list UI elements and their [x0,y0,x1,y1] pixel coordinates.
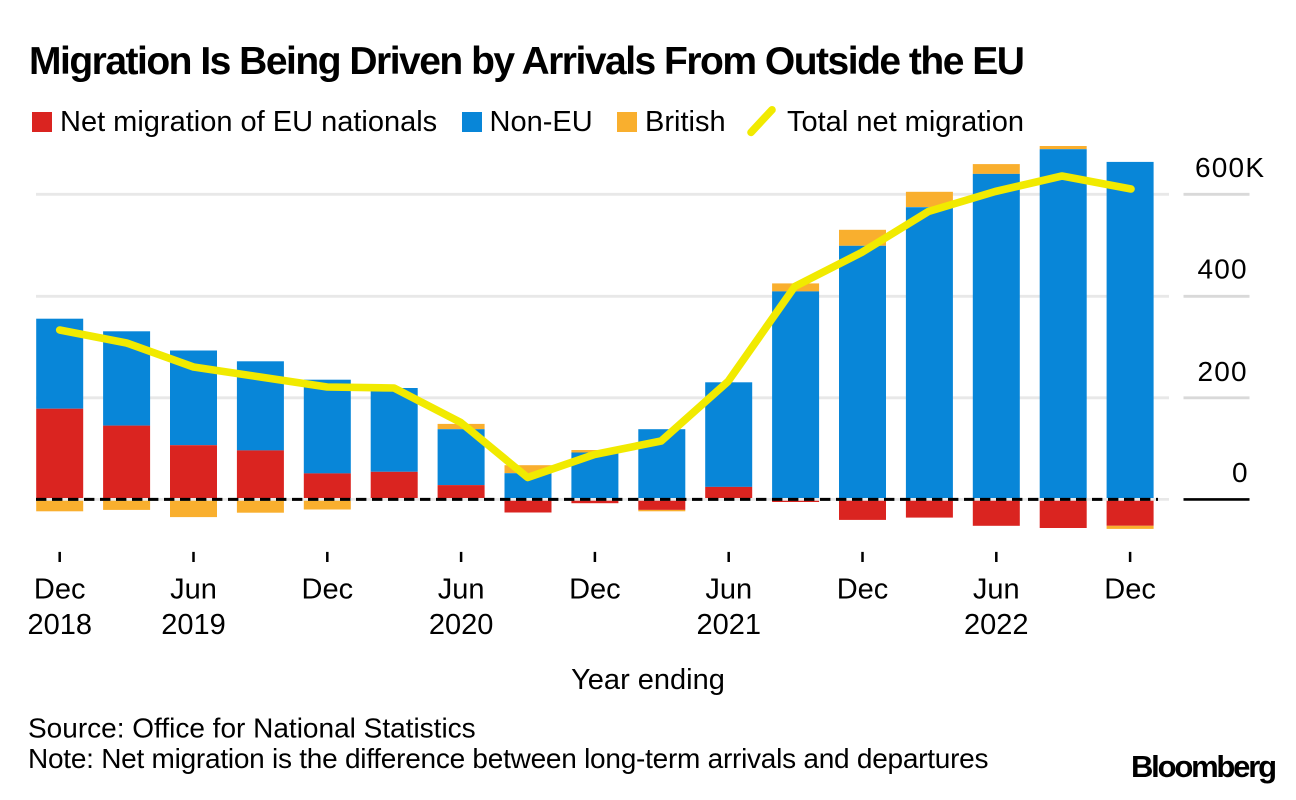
svg-text:Note: Net migration is the dif: Note: Net migration is the difference be… [28,743,988,774]
svg-text:2021: 2021 [696,609,761,641]
svg-text:Dec: Dec [1104,574,1156,606]
svg-text:Dec: Dec [302,574,354,606]
svg-text:400: 400 [1198,254,1248,285]
svg-text:Jun: Jun [170,574,217,606]
svg-text:600K: 600K [1195,152,1265,183]
svg-text:Source: Office for National St: Source: Office for National Statistics [28,713,476,744]
svg-text:Bloomberg: Bloomberg [1131,749,1275,784]
svg-text:2018: 2018 [27,609,92,641]
svg-text:2019: 2019 [161,609,226,641]
svg-text:2022: 2022 [964,609,1029,641]
svg-text:Total net migration: Total net migration [787,106,1024,138]
svg-text:2020: 2020 [429,609,494,641]
svg-text:Dec: Dec [34,574,86,606]
svg-text:0: 0 [1232,457,1249,488]
svg-text:Year ending: Year ending [571,664,725,696]
svg-text:Jun: Jun [973,574,1020,606]
svg-text:200: 200 [1198,356,1248,387]
svg-text:British: British [645,106,726,138]
svg-text:Net migration of EU nationals: Net migration of EU nationals [60,106,437,138]
svg-text:Dec: Dec [837,574,889,606]
svg-text:Dec: Dec [569,574,621,606]
svg-text:Jun: Jun [438,574,485,606]
svg-text:Migration Is Being Driven by A: Migration Is Being Driven by Arrivals Fr… [29,40,1023,83]
svg-text:Non-EU: Non-EU [490,106,593,138]
svg-text:Jun: Jun [705,574,752,606]
